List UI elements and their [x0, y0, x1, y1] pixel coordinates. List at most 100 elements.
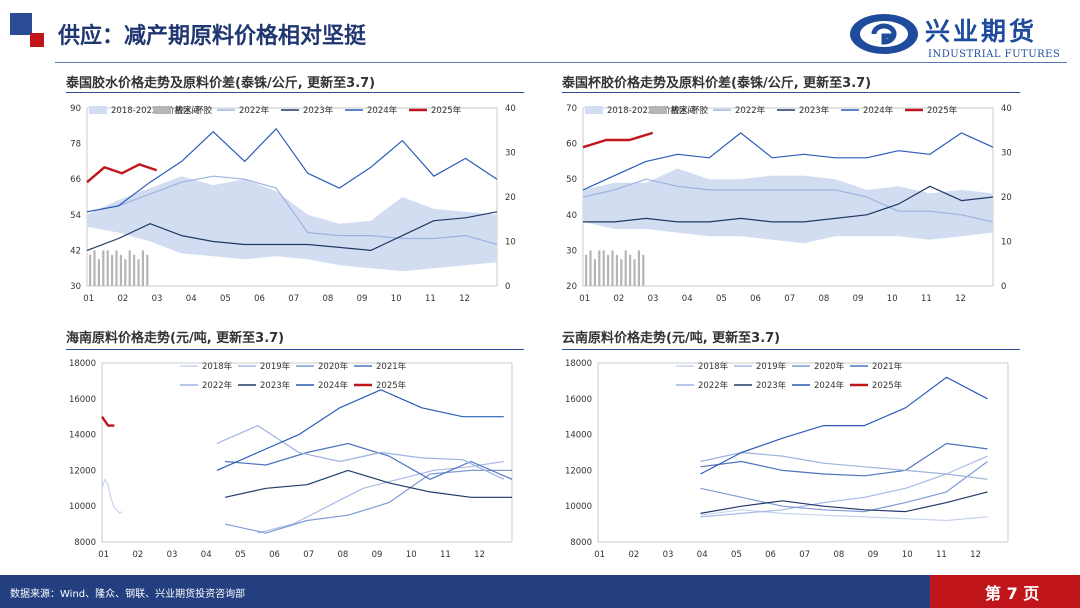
x-tick-label: 07: [303, 550, 314, 560]
x-tick-label: 12: [970, 550, 981, 560]
series-line-2020年: [224, 469, 512, 534]
spread-bar: [593, 259, 596, 286]
spread-bar: [637, 250, 640, 286]
header-divider: [55, 62, 1067, 63]
y2-tick-label: 0: [505, 282, 510, 292]
x-tick-label: 01: [594, 550, 605, 560]
x-tick-label: 08: [833, 550, 844, 560]
title-marker-blue: [10, 13, 32, 35]
legend-swatch: [649, 106, 667, 114]
spread-bar: [102, 250, 105, 286]
x-tick-label: 03: [152, 294, 163, 304]
page-title: 供应：减产期原料价格相对坚挺: [58, 24, 367, 49]
y2-tick-label: 20: [505, 193, 516, 203]
x-tick-label: 05: [220, 294, 231, 304]
legend-label: 2018年: [698, 361, 729, 372]
spread-bar: [607, 254, 610, 286]
series-line-2020年: [700, 461, 988, 513]
series-line-2024年: [216, 389, 504, 471]
y-tick-label: 60: [566, 140, 577, 150]
x-tick-label: 08: [337, 550, 348, 560]
spread-bar: [93, 250, 96, 286]
legend-label: 2018年: [202, 361, 233, 372]
series-line-2019年: [257, 460, 504, 534]
y-tick-label: 16000: [69, 395, 96, 405]
spread-bar: [146, 254, 149, 286]
y2-tick-label: 0: [1001, 282, 1006, 292]
y-tick-label: 40: [566, 211, 577, 221]
x-tick-label: 01: [579, 294, 590, 304]
series-line-2018年: [700, 509, 988, 522]
x-tick-label: 05: [731, 550, 742, 560]
panel-divider: [66, 92, 524, 93]
x-tick-label: 05: [235, 550, 246, 560]
legend-label: 2019年: [756, 361, 787, 372]
x-tick-label: 11: [425, 294, 436, 304]
x-tick-label: 03: [167, 550, 178, 560]
spread-bar: [589, 250, 592, 286]
y-tick-label: 10000: [69, 502, 96, 512]
x-tick-label: 09: [372, 550, 383, 560]
legend-label: 2025年: [376, 380, 407, 391]
legend-label: 2024年: [863, 105, 894, 116]
series-line-2022年: [700, 451, 988, 480]
x-tick-label: 03: [663, 550, 674, 560]
y-tick-label: 14000: [565, 431, 592, 441]
spread-bar: [615, 254, 618, 286]
price-band-area: [87, 176, 497, 272]
chart-title-hainan: 海南原料价格走势(元/吨, 更新至3.7): [66, 331, 285, 346]
series-line-2022年: [582, 178, 994, 223]
x-tick-label: 10: [406, 550, 417, 560]
x-tick-label: 06: [750, 294, 761, 304]
y2-tick-label: 40: [505, 104, 516, 114]
legend-swatch: [89, 106, 107, 114]
title-marker-red: [30, 33, 44, 47]
y-tick-label: 20: [566, 282, 577, 292]
legend-label: 2024年: [367, 105, 398, 116]
legend-label: 2020年: [814, 361, 845, 372]
legend-label: 2024年: [318, 380, 349, 391]
spread-bar: [133, 254, 136, 286]
y-tick-label: 16000: [565, 395, 592, 405]
spread-bar: [611, 250, 614, 286]
legend-label: 2023年: [260, 380, 291, 391]
spread-bar: [89, 254, 92, 286]
series-line-2022年: [216, 424, 505, 480]
x-tick-label: 11: [936, 550, 947, 560]
x-tick-label: 04: [201, 550, 212, 560]
x-tick-label: 10: [887, 294, 898, 304]
series-line-2019年: [700, 455, 988, 518]
y-tick-label: 8000: [570, 538, 592, 548]
y-tick-label: 14000: [69, 431, 96, 441]
legend-swatch: [153, 106, 171, 114]
chart-title-thai-latex: 泰国胶水价格走势及原料价差(泰铢/公斤, 更新至3.7): [66, 76, 376, 91]
y2-tick-label: 10: [505, 238, 516, 248]
series-line-2024年: [700, 376, 988, 475]
panel-divider: [562, 92, 1020, 93]
panel-divider: [66, 349, 524, 350]
spread-bar: [115, 250, 118, 286]
spread-bar: [119, 254, 122, 286]
x-tick-label: 04: [682, 294, 693, 304]
legend-label: 2022年: [239, 105, 270, 116]
x-tick-label: 04: [697, 550, 708, 560]
y-tick-label: 10000: [565, 502, 592, 512]
x-tick-label: 12: [474, 550, 485, 560]
legend-label: 2020年: [318, 361, 349, 372]
chart-title-yunnan: 云南原料价格走势(元/吨, 更新至3.7): [562, 331, 781, 346]
legend-label: 2019年: [260, 361, 291, 372]
x-tick-label: 02: [132, 550, 143, 560]
y-tick-label: 12000: [565, 466, 592, 476]
series-line-2025年: [101, 416, 115, 427]
series-line-2025年: [86, 163, 158, 184]
spread-bar: [629, 254, 632, 286]
x-tick-label: 10: [391, 294, 402, 304]
legend-label: 2022年: [698, 380, 729, 391]
spread-bar: [624, 250, 627, 286]
x-tick-label: 02: [117, 294, 128, 304]
page-badge: 第 7 页: [930, 575, 1080, 608]
legend-label: 2023年: [756, 380, 787, 391]
spread-bar: [111, 254, 114, 286]
spread-bar: [124, 259, 127, 286]
x-tick-label: 08: [322, 294, 333, 304]
